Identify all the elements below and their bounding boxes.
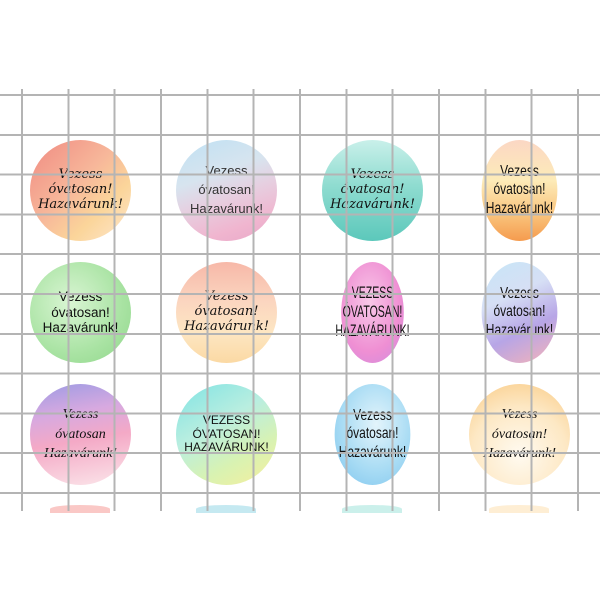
sticker-text-line: óvatosan! — [48, 182, 113, 198]
sticker: Vezess óvatosan! Hazavárunk! — [176, 140, 277, 241]
sticker: Vezess óvatosan! Hazavárunk! — [481, 140, 558, 241]
sticker-text-line: Vezess — [58, 289, 103, 305]
sticker-text-line: óvatosan! — [346, 425, 399, 443]
sticker-text-line: Vezess — [58, 167, 103, 183]
sticker-text-line: óvatosan! — [198, 182, 255, 198]
sticker-text-line: óvatosan! — [491, 426, 548, 442]
sticker-text-line: óvatosan! — [493, 181, 546, 199]
sticker: Vezess óvatosan! Hazavárunk! — [469, 384, 570, 485]
sticker-text-line: Hazavárunk! — [190, 200, 263, 216]
sticker-text-line: Hazavárunk! — [330, 196, 415, 212]
sticker-text-line: Hazavárunk! — [338, 443, 407, 461]
sticker-text-line: óvatosan! — [194, 304, 259, 320]
sticker: Vezess óvatosan! Hazavárunk! — [322, 140, 423, 241]
sticker-text-line: Vezess — [62, 407, 99, 423]
sticker-text-line: óvatosan — [55, 426, 106, 442]
sticker-text-line: HAZAVÁRUNK! — [184, 440, 269, 455]
sticker: Vezess óvatosan! Hazavárunk! — [334, 384, 411, 485]
sticker: Vezess óvatosan! Hazavárunk! — [30, 262, 131, 363]
sticker-text-line: Hazavárunk! — [485, 321, 554, 339]
sticker-text-line: Hazavárunk! — [482, 446, 557, 462]
sticker: Vezess óvatosan! Hazavárunk! — [481, 262, 558, 363]
sticker-text-line: Vezess — [350, 167, 395, 183]
sticker-text-line: Hazavárunk! — [184, 318, 269, 334]
sticker-text-line: Vezess — [353, 406, 392, 424]
sticker-text-line: Hazavárunk! — [42, 320, 119, 336]
sticker-partial — [196, 505, 256, 513]
sticker-text-line: HAZAVÁRUNK! — [335, 320, 410, 340]
sticker-text-line: Hazavárunk! — [43, 446, 118, 462]
sticker-text-line: óvatosan! — [493, 303, 546, 321]
sticker-text-line: Vezess — [500, 162, 539, 180]
sticker-text-line: óvatosan! — [340, 182, 405, 198]
sticker-partial — [342, 505, 402, 513]
sticker-text-line: Vezess — [501, 407, 538, 423]
sticker: Vezess óvatosan Hazavárunk! — [30, 384, 131, 485]
sticker-text-line: Hazavárunk! — [485, 199, 554, 217]
sticker-partial — [50, 505, 110, 513]
sticker-text-line: ÓVATOSAN! — [342, 302, 403, 322]
sticker-text-line: Vezess — [205, 163, 248, 179]
sticker-text-line: Vezess — [500, 284, 539, 302]
sticker: Vezess óvatosan! Hazavárunk! — [176, 262, 277, 363]
sticker-text-line: VEZESS — [202, 412, 251, 427]
sticker-partial — [489, 505, 549, 513]
sticker-text-line: VEZESS — [351, 283, 394, 303]
sticker-text-line: óvatosan! — [51, 304, 110, 320]
sticker-text-line: Vezess — [204, 289, 249, 305]
sticker-text-line: Hazavárunk! — [38, 196, 123, 212]
sticker: VEZESS ÓVATOSAN! HAZAVÁRUNK! — [335, 262, 410, 363]
sticker: VEZESS ÓVATOSAN! HAZAVÁRUNK! — [176, 384, 277, 485]
sticker: Vezess óvatosan! Hazavárunk! — [30, 140, 131, 241]
